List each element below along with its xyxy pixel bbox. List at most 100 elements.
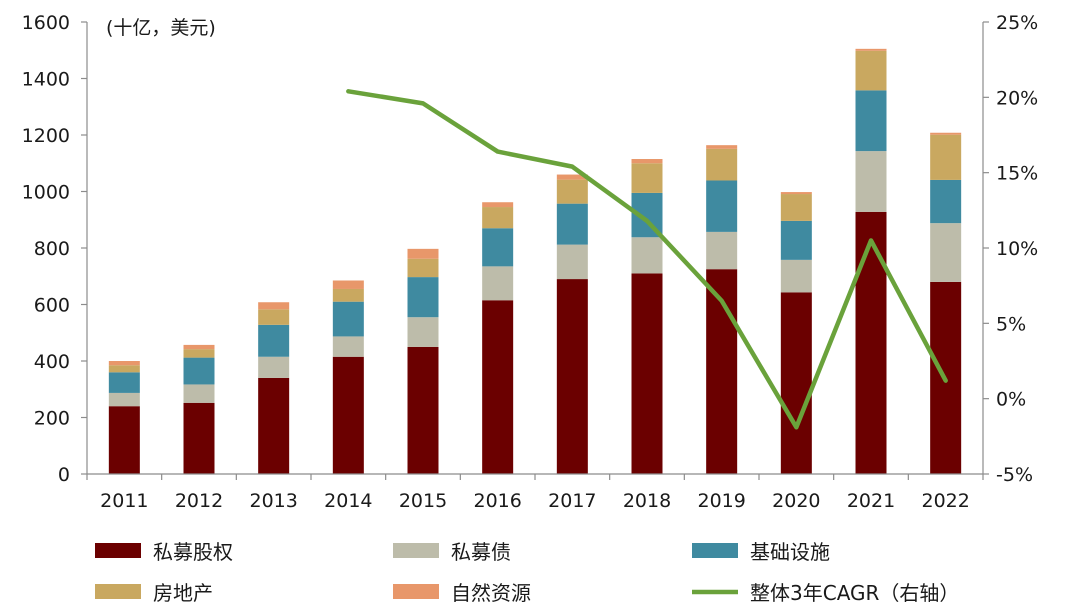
bar-segment <box>258 324 290 357</box>
y-tick-label: 200 <box>34 408 70 430</box>
bar-segment <box>556 279 588 474</box>
legend-swatch <box>393 584 439 599</box>
bar-segment <box>407 277 439 318</box>
y-tick-label: 0 <box>58 464 70 486</box>
y2-tick-label: 10% <box>996 238 1038 260</box>
y2-tick-label: 15% <box>996 163 1038 185</box>
x-tick-label: 2020 <box>772 490 820 512</box>
y-tick-label: 800 <box>34 238 70 260</box>
bar-segment <box>332 301 364 337</box>
bar-segment <box>930 223 962 282</box>
y2-tick-label: 25% <box>996 12 1038 34</box>
bar-segment <box>855 151 887 212</box>
bar-segment <box>108 361 140 366</box>
bar-segment <box>108 406 140 474</box>
bar-segment <box>183 357 215 385</box>
y-tick-label: 600 <box>34 295 70 317</box>
bar-segment <box>855 90 887 152</box>
y-tick-label: 1000 <box>22 182 70 204</box>
cagr-line <box>346 89 948 430</box>
bar-segment <box>183 402 215 474</box>
bar-segment <box>930 132 962 135</box>
bar-segment <box>855 50 887 91</box>
bar-segment <box>780 220 812 260</box>
bar-segment <box>631 237 663 274</box>
bar-segment <box>258 302 290 310</box>
legend-swatch <box>95 584 141 599</box>
y-tick-label: 1600 <box>22 12 70 34</box>
bar-segment <box>108 392 140 407</box>
x-tick-label: 2017 <box>548 490 596 512</box>
y2-tick-label: 20% <box>996 87 1038 109</box>
bar-segment <box>332 280 364 289</box>
bar-segment <box>482 228 514 267</box>
y2-tick-label: 0% <box>996 389 1026 411</box>
bar-segment <box>482 202 514 208</box>
bar-segment <box>407 258 439 278</box>
bar-segment <box>556 174 588 180</box>
bar-segment <box>631 273 663 474</box>
bar-segment <box>556 244 588 280</box>
bar-segment <box>482 207 514 229</box>
legend-label: 基础设施 <box>750 540 830 564</box>
bar-segment <box>631 163 663 193</box>
bar-segment <box>706 145 738 149</box>
bar-segment <box>930 134 962 180</box>
bar-segment <box>108 372 140 393</box>
legend-label: 房地产 <box>153 581 213 605</box>
bar-segment <box>482 266 514 301</box>
x-tick-label: 2011 <box>100 490 148 512</box>
bar-segment <box>855 211 887 474</box>
bar-segment <box>706 148 738 181</box>
bar-segment <box>258 356 290 378</box>
bar-segment <box>930 179 962 224</box>
cagr-line-group <box>346 89 948 430</box>
bar-segment <box>183 384 215 403</box>
bar-segment <box>407 248 439 259</box>
x-tick-label: 2018 <box>623 490 671 512</box>
x-tick-label: 2021 <box>847 490 895 512</box>
y-tick-label: 1200 <box>22 125 70 147</box>
y2-tick-label: 5% <box>996 313 1026 335</box>
bar-segment <box>332 356 364 474</box>
x-tick-label: 2015 <box>399 490 447 512</box>
x-tick-label: 2014 <box>324 490 372 512</box>
y-tick-label: 1400 <box>22 69 70 91</box>
y-tick-label: 400 <box>34 351 70 373</box>
legend-swatch <box>692 543 738 558</box>
bar-segment <box>631 159 663 164</box>
bar-segment <box>407 317 439 347</box>
y-axis-unit-label: (十亿，美元) <box>106 17 216 39</box>
bar-segment <box>407 346 439 474</box>
bar-segment <box>482 300 514 474</box>
bar-segment <box>332 336 364 357</box>
bar-segment <box>258 377 290 474</box>
bar-segment <box>780 194 812 221</box>
bar-segment <box>855 48 887 51</box>
bar-segment <box>780 192 812 195</box>
legend-label: 整体3年CAGR（右轴） <box>750 581 959 605</box>
legend-label: 私募股权 <box>153 540 233 564</box>
legend-swatch <box>95 543 141 558</box>
bar-segment <box>706 180 738 232</box>
bar-segment <box>780 292 812 474</box>
bar-segment <box>183 344 215 350</box>
bar-segment <box>258 309 290 325</box>
legend-label: 自然资源 <box>451 581 531 605</box>
x-tick-label: 2019 <box>697 490 745 512</box>
bar-segment <box>183 349 215 358</box>
legend-label: 私募债 <box>451 540 511 564</box>
legend-swatch <box>393 543 439 558</box>
bar-segment <box>108 365 140 373</box>
x-tick-label: 2016 <box>473 490 521 512</box>
x-tick-label: 2012 <box>175 490 223 512</box>
bar-segment <box>780 259 812 293</box>
bar-segment <box>332 288 364 302</box>
bar-segment <box>706 231 738 270</box>
bar-segment <box>556 203 588 245</box>
bar-segment <box>556 179 588 204</box>
y2-tick-label: -5% <box>996 464 1033 486</box>
bar-series-group <box>108 48 962 474</box>
